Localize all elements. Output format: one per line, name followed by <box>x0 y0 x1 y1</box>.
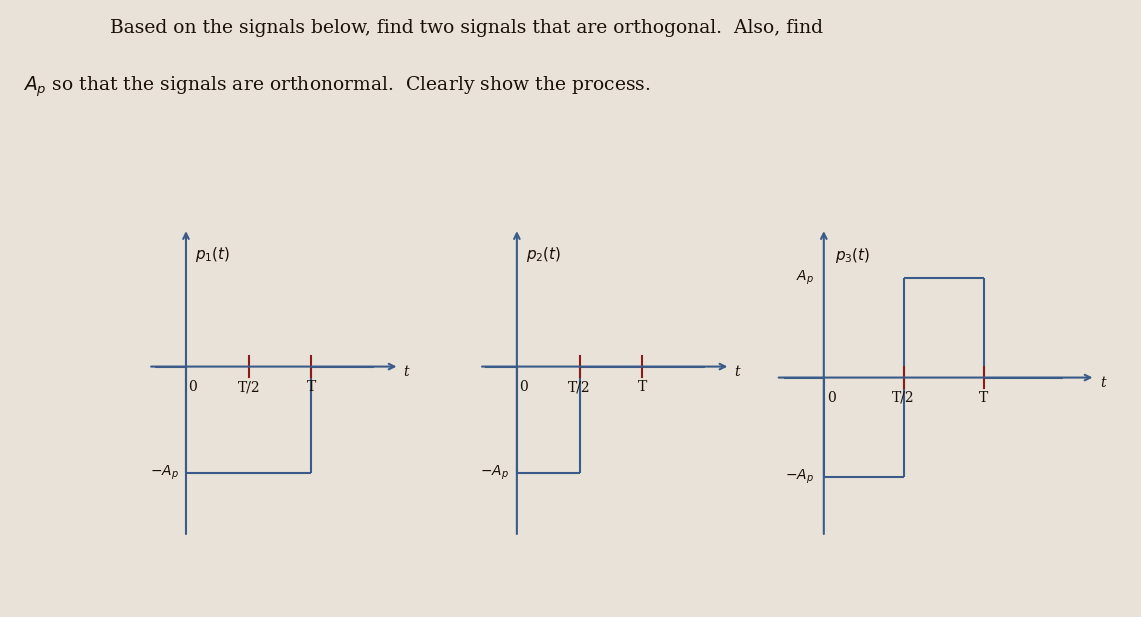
Text: T/2: T/2 <box>237 381 260 394</box>
Text: 0: 0 <box>188 381 197 394</box>
Text: $-A_p$: $-A_p$ <box>785 468 815 486</box>
Text: T: T <box>979 391 988 405</box>
Text: Based on the signals below, find two signals that are orthogonal.  Also, find: Based on the signals below, find two sig… <box>80 19 823 36</box>
Text: $p_2(t)$: $p_2(t)$ <box>526 245 561 264</box>
Text: $-A_p$: $-A_p$ <box>149 464 178 482</box>
Text: T/2: T/2 <box>568 381 591 394</box>
Text: 0: 0 <box>519 381 528 394</box>
Text: $A_p$: $A_p$ <box>796 269 815 287</box>
Text: t: t <box>734 365 739 379</box>
Text: $p_1(t)$: $p_1(t)$ <box>195 245 230 264</box>
Text: t: t <box>403 365 408 379</box>
Text: $-A_p$: $-A_p$ <box>480 464 509 482</box>
Text: 0: 0 <box>827 391 835 405</box>
Text: $A_p$ so that the signals are orthonormal.  Clearly show the process.: $A_p$ so that the signals are orthonorma… <box>23 74 650 99</box>
Text: t: t <box>1100 376 1106 389</box>
Text: T: T <box>638 381 647 394</box>
Text: $p_3(t)$: $p_3(t)$ <box>835 246 871 265</box>
Text: T: T <box>307 381 316 394</box>
Text: T/2: T/2 <box>892 391 915 405</box>
